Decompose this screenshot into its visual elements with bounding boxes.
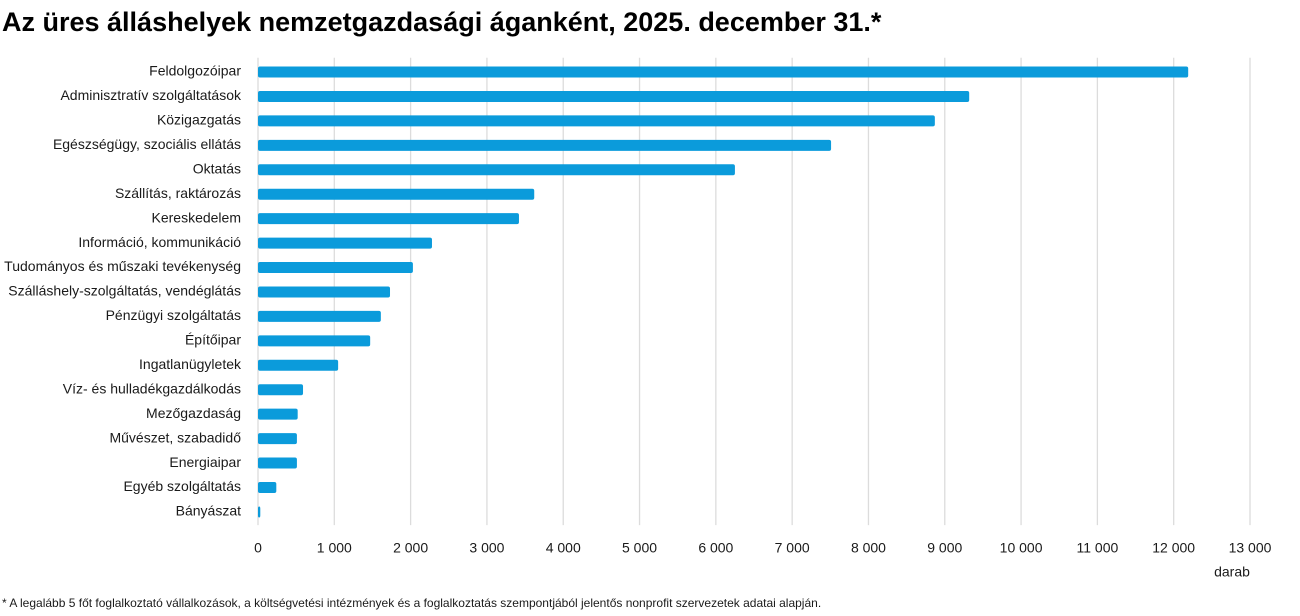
bar: [258, 139, 832, 151]
x-tick-label: 1 000: [317, 540, 352, 556]
y-tick-label: Adminisztratív szolgáltatások: [60, 87, 242, 103]
bar: [258, 335, 371, 347]
bar: [258, 188, 535, 200]
y-tick-label: Mezőgazdaság: [146, 405, 241, 421]
y-tick-label: Építőipar: [185, 332, 241, 348]
bar: [258, 237, 432, 249]
x-tick-label: 10 000: [1000, 540, 1043, 556]
y-tick-label: Szállítás, raktározás: [115, 185, 241, 201]
y-tick-label: Ingatlanügyletek: [139, 356, 242, 372]
x-tick-label: 3 000: [469, 540, 504, 556]
bar: [258, 310, 381, 322]
bar: [258, 433, 297, 445]
x-tick-label: 0: [254, 540, 262, 556]
bar: [258, 457, 297, 469]
y-tick-label: Oktatás: [193, 160, 241, 176]
chart-title: Az üres álláshelyek nemzetgazdasági ágan…: [2, 7, 882, 37]
x-tick-label: 8 000: [851, 540, 886, 556]
y-tick-label: Pénzügyi szolgáltatás: [106, 307, 241, 323]
x-tick-label: 2 000: [393, 540, 428, 556]
bar: [258, 164, 735, 176]
bar: [258, 90, 970, 102]
y-tick-label: Közigazgatás: [157, 112, 241, 128]
x-axis-label: darab: [1214, 564, 1250, 580]
y-tick-label: Kereskedelem: [152, 209, 242, 225]
x-tick-label: 11 000: [1076, 540, 1118, 556]
bar: [258, 115, 935, 127]
bar: [258, 66, 1189, 78]
y-tick-label: Egyéb szolgáltatás: [123, 478, 241, 494]
y-tick-label: Információ, kommunikáció: [78, 234, 241, 250]
footnote: * A legalább 5 főt foglalkoztató vállalk…: [2, 596, 821, 610]
bar: [258, 506, 261, 518]
x-tick-label: 12 000: [1152, 540, 1195, 556]
x-tick-label: 4 000: [546, 540, 581, 556]
x-tick-label: 7 000: [775, 540, 810, 556]
y-tick-label: Energiaipar: [169, 454, 241, 470]
y-tick-label: Egészségügy, szociális ellátás: [53, 136, 241, 152]
y-tick-label: Szálláshely-szolgáltatás, vendéglátás: [8, 283, 241, 299]
x-tick-label: 6 000: [698, 540, 733, 556]
y-tick-label: Tudományos és műszaki tevékenység: [4, 258, 241, 274]
bar: [258, 262, 413, 274]
y-tick-label: Művészet, szabadidő: [109, 429, 241, 445]
y-tick-label: Feldolgozóipar: [149, 63, 241, 79]
bar: [258, 213, 519, 225]
bar: [258, 408, 298, 420]
bar: [258, 384, 304, 396]
bar: [258, 482, 277, 493]
y-tick-label: Bányászat: [176, 503, 241, 519]
bar: [258, 286, 391, 298]
x-tick-label: 5 000: [622, 540, 657, 556]
x-tick-label: 13 000: [1229, 540, 1272, 556]
bar: [258, 359, 339, 371]
x-tick-label: 9 000: [927, 540, 962, 556]
y-tick-label: Víz- és hulladékgazdálkodás: [63, 380, 241, 396]
